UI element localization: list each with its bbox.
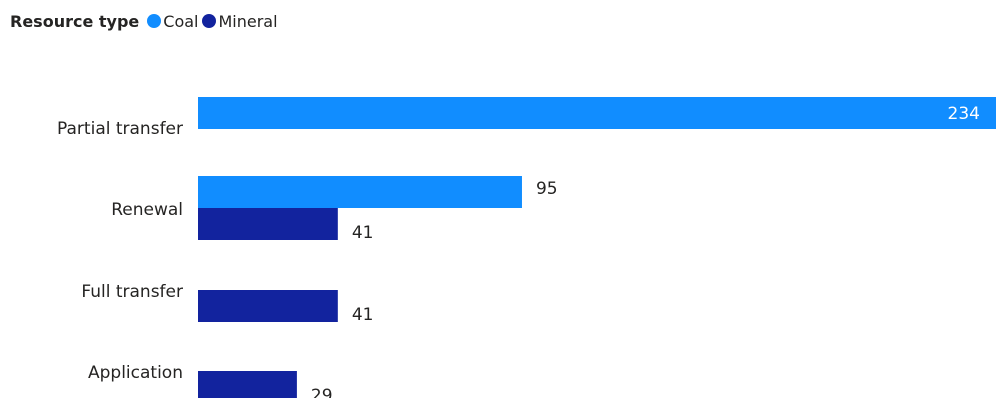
data-label-mineral: 29	[311, 386, 333, 398]
data-label-mineral: 41	[352, 223, 374, 243]
legend: Resource type Coal Mineral	[10, 8, 282, 34]
bar-mineral[interactable]	[198, 371, 297, 398]
legend-item-mineral[interactable]: Mineral	[202, 11, 278, 31]
data-label-mineral: 41	[352, 305, 374, 325]
legend-title: Resource type	[10, 11, 140, 31]
bar-mineral[interactable]	[198, 208, 338, 240]
data-label-coal: 234	[948, 104, 980, 124]
bar-coal[interactable]	[198, 176, 522, 208]
bar-mineral[interactable]	[198, 290, 338, 322]
bar-coal[interactable]	[198, 97, 996, 129]
category-label: Partial transfer	[57, 119, 183, 139]
legend-dot-mineral-icon	[202, 14, 217, 28]
legend-item-coal[interactable]: Coal	[147, 12, 198, 31]
category-label: Renewal	[111, 200, 183, 220]
category-label: Full transfer	[81, 282, 183, 302]
legend-dot-coal-icon	[147, 14, 162, 28]
legend-label-mineral: Mineral	[218, 11, 278, 31]
category-label: Application	[88, 363, 183, 383]
legend-label-coal: Coal	[163, 11, 199, 31]
data-label-coal: 95	[536, 179, 558, 199]
